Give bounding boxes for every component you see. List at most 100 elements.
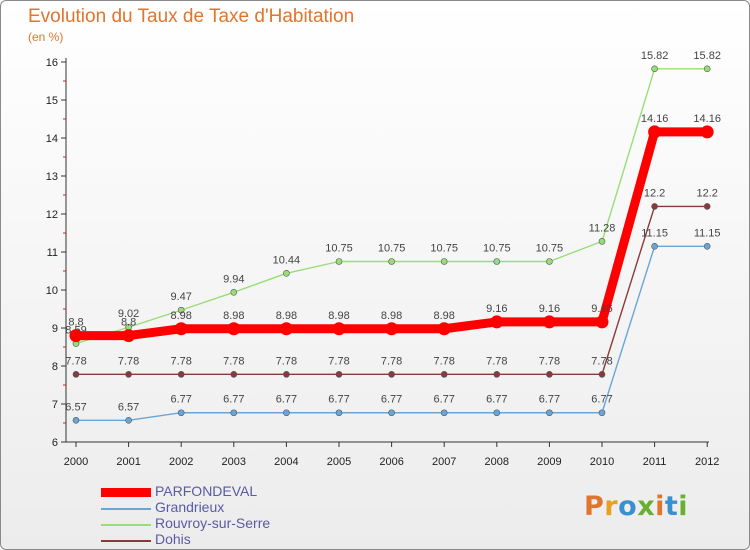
data-label-parfondeval: 9.16 xyxy=(591,303,612,315)
x-tick-label: 2009 xyxy=(537,456,561,468)
data-label-dohis: 7.78 xyxy=(433,355,454,367)
data-point-parfondeval xyxy=(122,329,136,343)
x-tick-label: 2012 xyxy=(695,456,719,468)
y-tick-label: 13 xyxy=(46,171,58,183)
data-label-grandrieux: 6.77 xyxy=(223,394,244,406)
data-label-dohis: 12.2 xyxy=(644,187,665,199)
data-label-grandrieux: 6.77 xyxy=(486,394,507,406)
data-label-dohis: 7.78 xyxy=(118,355,139,367)
legend-label: PARFONDEVAL xyxy=(155,483,258,499)
data-point-rouvroy-sur-serre xyxy=(546,258,553,265)
legend-swatch xyxy=(101,488,151,497)
data-label-grandrieux: 6.77 xyxy=(381,394,402,406)
data-label-rouvroy-sur-serre: 10.75 xyxy=(430,243,458,255)
legend-item-parfondeval: PARFONDEVAL xyxy=(101,483,361,500)
x-tick-label: 2005 xyxy=(327,456,351,468)
data-point-rouvroy-sur-serre xyxy=(651,65,658,73)
data-point-dohis xyxy=(388,371,395,378)
data-point-dohis xyxy=(72,371,80,378)
data-point-parfondeval xyxy=(385,322,399,336)
data-label-rouvroy-sur-serre: 9.94 xyxy=(223,273,244,285)
data-label-rouvroy-sur-serre: 15.82 xyxy=(693,50,721,62)
data-point-parfondeval xyxy=(700,125,714,139)
data-label-grandrieux: 6.57 xyxy=(65,401,86,413)
data-label-parfondeval: 9.16 xyxy=(539,303,560,315)
data-point-dohis xyxy=(335,371,343,378)
data-point-parfondeval xyxy=(332,322,346,336)
data-point-parfondeval xyxy=(595,315,609,329)
x-tick-label: 2000 xyxy=(64,456,88,468)
data-point-grandrieux xyxy=(493,409,501,417)
logo-letter: i xyxy=(678,491,689,522)
data-point-grandrieux xyxy=(440,409,448,417)
data-point-parfondeval xyxy=(542,315,556,329)
x-tick-label: 2008 xyxy=(485,456,509,468)
data-label-rouvroy-sur-serre: 9.47 xyxy=(170,291,191,303)
data-label-rouvroy-sur-serre: 10.75 xyxy=(325,243,353,255)
data-label-dohis: 12.2 xyxy=(696,187,717,199)
x-tick-label: 2002 xyxy=(169,456,193,468)
legend-swatch xyxy=(101,540,151,542)
data-point-grandrieux xyxy=(598,409,606,417)
data-label-dohis: 7.78 xyxy=(65,355,86,367)
data-label-rouvroy-sur-serre: 15.82 xyxy=(641,50,669,62)
data-point-parfondeval xyxy=(174,322,188,336)
legend-label: Grandrieux xyxy=(155,499,225,515)
chart-legend: PARFONDEVAL Grandrieux Rouvroy-sur-Serre Do… xyxy=(101,483,361,548)
x-tick-label: 2010 xyxy=(590,456,614,468)
data-label-parfondeval: 9.16 xyxy=(486,303,507,315)
chart-title: Evolution du Taux de Taxe d'Habitation xyxy=(28,6,355,27)
x-tick-label: 2006 xyxy=(379,456,403,468)
data-label-grandrieux: 11.15 xyxy=(694,227,721,239)
x-tick-label: 2001 xyxy=(116,456,140,468)
data-point-dohis xyxy=(230,371,238,378)
data-point-rouvroy-sur-serre xyxy=(283,269,290,277)
data-label-parfondeval: 14.16 xyxy=(641,113,669,125)
data-label-parfondeval: 8.98 xyxy=(433,310,454,322)
legend-item-rouvroy-sur-serre: Rouvroy-sur-Serre xyxy=(101,515,361,532)
y-tick-label: 7 xyxy=(52,399,58,411)
y-tick-label: 8 xyxy=(52,361,58,373)
y-tick-label: 14 xyxy=(46,133,58,145)
x-tick-label: 2007 xyxy=(432,456,456,468)
y-tick-label: 12 xyxy=(46,209,58,221)
data-point-parfondeval xyxy=(490,315,504,329)
data-label-dohis: 7.78 xyxy=(170,355,191,367)
data-point-dohis xyxy=(598,371,606,378)
data-point-grandrieux xyxy=(72,417,80,424)
data-point-dohis xyxy=(177,371,185,378)
data-point-rouvroy-sur-serre xyxy=(230,288,238,296)
data-label-parfondeval: 8.8 xyxy=(68,317,83,329)
data-label-grandrieux: 6.57 xyxy=(118,401,139,413)
data-point-grandrieux xyxy=(125,417,132,424)
data-label-grandrieux: 6.77 xyxy=(591,394,612,406)
logo-letter: x xyxy=(637,491,656,522)
data-point-rouvroy-sur-serre xyxy=(177,306,185,314)
legend-swatch xyxy=(101,524,151,526)
data-label-grandrieux: 6.77 xyxy=(170,394,191,406)
data-label-parfondeval: 8.98 xyxy=(381,310,402,322)
data-label-rouvroy-sur-serre: 9.02 xyxy=(118,308,139,320)
data-label-grandrieux: 6.77 xyxy=(328,394,349,406)
data-point-grandrieux xyxy=(335,409,343,417)
x-tick-label: 2004 xyxy=(274,456,298,468)
chart-subtitle: (en %) xyxy=(28,30,64,44)
y-tick-label: 6 xyxy=(52,437,58,449)
data-point-dohis xyxy=(493,371,501,378)
data-point-grandrieux xyxy=(651,243,658,250)
data-point-grandrieux xyxy=(230,409,238,417)
data-point-parfondeval xyxy=(648,125,662,139)
legend-item-grandrieux: Grandrieux xyxy=(101,499,361,516)
data-point-rouvroy-sur-serre xyxy=(493,258,501,265)
data-label-rouvroy-sur-serre: 10.44 xyxy=(273,254,301,266)
data-point-parfondeval xyxy=(69,329,83,343)
data-point-parfondeval xyxy=(437,322,451,336)
legend-item-dohis: Dohis xyxy=(101,531,361,548)
x-tick-label: 2003 xyxy=(222,456,246,468)
proxiti-logo: Proxiti xyxy=(584,491,688,522)
data-label-parfondeval: 8.98 xyxy=(170,310,191,322)
data-label-dohis: 7.78 xyxy=(381,355,402,367)
data-point-dohis xyxy=(651,203,658,210)
x-tick-label: 2011 xyxy=(643,456,667,468)
